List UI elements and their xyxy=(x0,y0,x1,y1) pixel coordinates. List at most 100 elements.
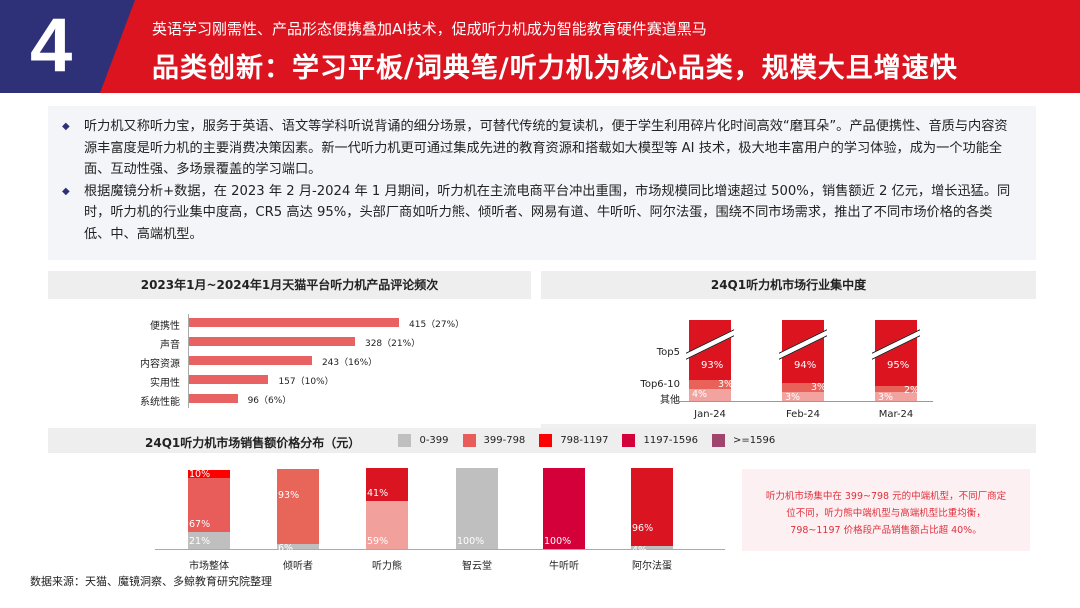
series-label: 其他 xyxy=(660,395,680,406)
bar-segment-其他 xyxy=(689,389,731,401)
legend-swatch xyxy=(398,434,412,447)
diamond-bullet-icon: ◆ xyxy=(62,185,70,197)
data-label: 67% xyxy=(189,518,211,530)
data-label: 93% xyxy=(701,360,724,371)
legend-swatch xyxy=(462,434,476,447)
legend-swatch xyxy=(711,434,725,447)
x-tick-label: Feb-24 xyxy=(785,409,821,420)
category-label: 声音 xyxy=(160,340,180,351)
bar xyxy=(189,394,238,403)
bar xyxy=(189,318,399,327)
data-label: 100% xyxy=(457,536,485,547)
data-label: 4% xyxy=(692,389,708,400)
legend-label: 798-1197 xyxy=(560,435,609,446)
bar-segment xyxy=(277,544,319,549)
header-subtitle: 英语学习刚需性、产品形态便携叠加AI技术，促成听力机成为智能教育硬件赛道黑马 xyxy=(152,20,707,38)
bar-segment xyxy=(631,468,673,546)
source-note: 数据来源：天猫、魔镜洞察、多鲸教育研究院整理 xyxy=(30,575,272,588)
y-axis xyxy=(188,314,189,408)
bar xyxy=(189,375,269,384)
bullet-text: 根据魔镜分析+数据，在 2023 年 2 月-2024 年 1 月期间，听力机在… xyxy=(84,183,1011,242)
legend-item: 399-798 xyxy=(462,428,526,453)
series-label: Top6-10 xyxy=(640,379,680,390)
divider xyxy=(541,424,1036,428)
bar xyxy=(189,356,312,365)
data-label: 100% xyxy=(544,536,572,547)
x-tick-label: 听力熊 xyxy=(372,561,402,572)
series-label: Top5 xyxy=(656,347,680,358)
data-label: 328（21%） xyxy=(364,339,421,349)
data-label: 59% xyxy=(367,536,389,547)
bar-segment xyxy=(366,468,408,502)
bar-segment-Top6-10 xyxy=(875,386,917,392)
callout-line: 位不同，听力熊中端机型与高端机型比重均衡， xyxy=(786,508,986,519)
bar-segment xyxy=(543,468,585,549)
callout-line: 798~1197 价格段产品销售额占比超 40%。 xyxy=(790,525,982,536)
legend-swatch xyxy=(539,434,553,447)
legend-item: 0-399 xyxy=(398,428,449,453)
x-tick-label: 市场整体 xyxy=(189,561,229,572)
data-label: 3% xyxy=(811,382,827,393)
callout-line: 听力机市场集中在 399~798 元的中端机型，不同厂商定 xyxy=(765,491,1007,502)
x-tick-label: 阿尔法蛋 xyxy=(632,561,672,572)
legend-label: 1197-1596 xyxy=(643,435,698,446)
callout-box: 听力机市场集中在 399~798 元的中端机型，不同厂商定 位不同，听力熊中端机… xyxy=(742,469,1030,551)
bullet-1: ◆ 听力机又称听力宝，服务于英语、语文等学科听说背诵的细分场景，可替代传统的复读机… xyxy=(62,116,1016,181)
chart3-title-bar: 24Q1听力机市场销售额价格分布（元） 0-399 399-798 798-1197… xyxy=(48,428,1036,453)
summary-box: ◆ 听力机又称听力宝，服务于英语、语文等学科听说背诵的细分场景，可替代传统的复读机… xyxy=(48,106,1036,260)
x-tick-label: 倾听者 xyxy=(283,561,313,572)
bar-segment xyxy=(456,468,498,549)
data-label: 3% xyxy=(878,392,894,403)
bar-segment-Top6-10 xyxy=(689,380,731,389)
legend-label: 0-399 xyxy=(419,435,449,446)
bar-segment xyxy=(631,545,673,549)
bar-segment xyxy=(277,468,319,545)
x-tick-label: Mar-24 xyxy=(878,409,914,420)
data-label: 415（27%） xyxy=(409,320,465,330)
legend-item: >=1596 xyxy=(711,428,776,453)
data-label: 243（16%） xyxy=(321,358,378,368)
bar-segment-其他 xyxy=(782,392,824,401)
chart2-title: 24Q1听力机市场行业集中度 xyxy=(541,271,1036,299)
legend-item: 798-1197 xyxy=(539,428,608,453)
data-label: 95% xyxy=(887,360,910,371)
bullet-2: ◆ 根据魔镜分析+数据，在 2023 年 2 月-2024 年 1 月期间，听力机… xyxy=(62,181,1016,246)
bar-segment xyxy=(188,469,230,478)
bar-segment-其他 xyxy=(875,392,917,401)
header-bar: 4 英语学习刚需性、产品形态便携叠加AI技术，促成听力机成为智能教育硬件赛道黑马… xyxy=(0,0,1080,93)
data-label: 10% xyxy=(189,468,211,480)
data-label: 3% xyxy=(785,392,801,403)
data-label: 21% xyxy=(189,536,211,547)
category-label: 内容资源 xyxy=(140,359,180,370)
category-label: 实用性 xyxy=(150,378,180,389)
category-label: 系统性能 xyxy=(140,397,180,408)
legend-label: >=1596 xyxy=(732,435,776,446)
bar-segment xyxy=(366,501,408,549)
bullet-text: 听力机又称听力宝，服务于英语、语文等学科听说背诵的细分场景，可替代传统的复读机，… xyxy=(84,119,1008,177)
x-tick-label: Jan-24 xyxy=(694,409,726,420)
legend-item: 1197-1596 xyxy=(622,428,698,453)
x-axis xyxy=(155,549,725,550)
section-number: 4 xyxy=(30,3,73,88)
x-axis xyxy=(673,401,933,402)
chart3-title: 24Q1听力机市场销售额价格分布（元） xyxy=(145,436,361,450)
chart1-title: 2023年1月~2024年1月天猫平台听力机产品评论频次 xyxy=(48,271,531,299)
category-label: 便携性 xyxy=(150,321,180,332)
data-label: 6% xyxy=(278,543,294,555)
x-tick-label: 智云堂 xyxy=(462,561,492,572)
data-label: 96% xyxy=(632,522,654,534)
x-tick-label: 牛听听 xyxy=(549,561,579,572)
page-title: 品类创新：学习平板/词典笔/听力机为核心品类，规模大且增速快 xyxy=(152,53,958,84)
chart3-legend: 0-399 399-798 798-1197 1197-1596 >=1596 xyxy=(398,434,789,450)
legend-label: 399-798 xyxy=(483,435,526,446)
data-label: 93% xyxy=(278,490,300,502)
data-label: 157（10%） xyxy=(278,377,334,387)
bar-segment xyxy=(188,477,230,532)
data-label: 96（6%） xyxy=(247,396,292,406)
diamond-bullet-icon: ◆ xyxy=(62,121,70,132)
bar-segment xyxy=(188,531,230,549)
bar-segment-Top6-10 xyxy=(782,383,824,392)
legend-swatch xyxy=(622,434,636,447)
data-label: 4% xyxy=(632,544,648,556)
data-label: 41% xyxy=(367,488,389,500)
